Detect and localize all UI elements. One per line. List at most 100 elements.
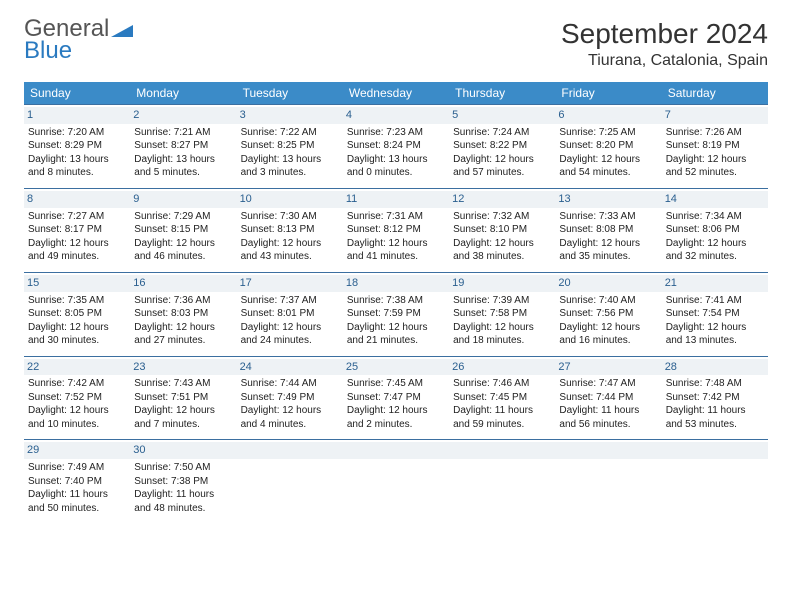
sunset-text: Sunset: 8:01 PM <box>241 307 339 321</box>
sunrise-text: Sunrise: 7:42 AM <box>28 377 126 391</box>
daylight-text: Daylight: 11 hours and 50 minutes. <box>28 488 126 515</box>
day-number: 11 <box>343 191 449 208</box>
sunrise-text: Sunrise: 7:50 AM <box>134 461 232 475</box>
sunrise-text: Sunrise: 7:34 AM <box>666 210 764 224</box>
day-number: 15 <box>24 275 130 292</box>
day-number: 25 <box>343 359 449 376</box>
daylight-text: Daylight: 12 hours and 52 minutes. <box>666 153 764 180</box>
calendar-day-cell: 4Sunrise: 7:23 AMSunset: 8:24 PMDaylight… <box>343 105 449 189</box>
daylight-text: Daylight: 12 hours and 4 minutes. <box>241 404 339 431</box>
sunrise-text: Sunrise: 7:48 AM <box>666 377 764 391</box>
day-number: 7 <box>662 107 768 124</box>
day-number: 23 <box>130 359 236 376</box>
day-number: 14 <box>662 191 768 208</box>
day-number: 16 <box>130 275 236 292</box>
sunrise-text: Sunrise: 7:43 AM <box>134 377 232 391</box>
sunset-text: Sunset: 8:19 PM <box>666 139 764 153</box>
daylight-text: Daylight: 12 hours and 54 minutes. <box>559 153 657 180</box>
calendar-day-cell: 18Sunrise: 7:38 AMSunset: 7:59 PMDayligh… <box>343 272 449 356</box>
calendar-week-row: 8Sunrise: 7:27 AMSunset: 8:17 PMDaylight… <box>24 188 768 272</box>
sunset-text: Sunset: 8:17 PM <box>28 223 126 237</box>
sunrise-text: Sunrise: 7:24 AM <box>453 126 551 140</box>
weekday-header: Friday <box>555 82 661 105</box>
calendar-week-row: 22Sunrise: 7:42 AMSunset: 7:52 PMDayligh… <box>24 356 768 440</box>
sunset-text: Sunset: 8:12 PM <box>347 223 445 237</box>
day-number: 9 <box>130 191 236 208</box>
day-number <box>555 442 661 459</box>
day-number <box>662 442 768 459</box>
day-number: 1 <box>24 107 130 124</box>
sunset-text: Sunset: 7:58 PM <box>453 307 551 321</box>
day-number <box>449 442 555 459</box>
daylight-text: Daylight: 12 hours and 30 minutes. <box>28 321 126 348</box>
daylight-text: Daylight: 12 hours and 18 minutes. <box>453 321 551 348</box>
calendar-day-cell: 11Sunrise: 7:31 AMSunset: 8:12 PMDayligh… <box>343 188 449 272</box>
calendar-day-cell: 9Sunrise: 7:29 AMSunset: 8:15 PMDaylight… <box>130 188 236 272</box>
sunrise-text: Sunrise: 7:40 AM <box>559 294 657 308</box>
sunset-text: Sunset: 7:42 PM <box>666 391 764 405</box>
calendar-day-cell: 8Sunrise: 7:27 AMSunset: 8:17 PMDaylight… <box>24 188 130 272</box>
calendar-day-cell: 16Sunrise: 7:36 AMSunset: 8:03 PMDayligh… <box>130 272 236 356</box>
weekday-header-row: Sunday Monday Tuesday Wednesday Thursday… <box>24 82 768 105</box>
sunrise-text: Sunrise: 7:37 AM <box>241 294 339 308</box>
calendar-day-cell: 14Sunrise: 7:34 AMSunset: 8:06 PMDayligh… <box>662 188 768 272</box>
day-number: 20 <box>555 275 661 292</box>
daylight-text: Daylight: 13 hours and 0 minutes. <box>347 153 445 180</box>
sunset-text: Sunset: 8:20 PM <box>559 139 657 153</box>
sunset-text: Sunset: 8:08 PM <box>559 223 657 237</box>
calendar-day-cell: 25Sunrise: 7:45 AMSunset: 7:47 PMDayligh… <box>343 356 449 440</box>
daylight-text: Daylight: 12 hours and 57 minutes. <box>453 153 551 180</box>
logo: General Blue <box>24 18 133 62</box>
sunset-text: Sunset: 8:22 PM <box>453 139 551 153</box>
sunrise-text: Sunrise: 7:26 AM <box>666 126 764 140</box>
day-number: 3 <box>237 107 343 124</box>
calendar-day-cell: 7 Sunrise: 7:26 AMSunset: 8:19 PMDaylight… <box>662 105 768 189</box>
calendar-day-cell: 5Sunrise: 7:24 AMSunset: 8:22 PMDaylight… <box>449 105 555 189</box>
day-number: 28 <box>662 359 768 376</box>
day-number: 27 <box>555 359 661 376</box>
day-number: 19 <box>449 275 555 292</box>
day-number: 18 <box>343 275 449 292</box>
sunset-text: Sunset: 7:54 PM <box>666 307 764 321</box>
day-number: 12 <box>449 191 555 208</box>
month-title: September 2024 <box>561 18 768 50</box>
calendar-day-cell: 28Sunrise: 7:48 AMSunset: 7:42 PMDayligh… <box>662 356 768 440</box>
calendar-day-cell: 23Sunrise: 7:43 AMSunset: 7:51 PMDayligh… <box>130 356 236 440</box>
daylight-text: Daylight: 12 hours and 35 minutes. <box>559 237 657 264</box>
daylight-text: Daylight: 12 hours and 21 minutes. <box>347 321 445 348</box>
logo-word2: Blue <box>24 40 133 62</box>
day-number: 13 <box>555 191 661 208</box>
sunset-text: Sunset: 8:15 PM <box>134 223 232 237</box>
day-number <box>237 442 343 459</box>
calendar-week-row: 1Sunrise: 7:20 AMSunset: 8:29 PMDaylight… <box>24 105 768 189</box>
logo-triangle-icon <box>111 19 133 41</box>
day-number: 6 <box>555 107 661 124</box>
day-number: 2 <box>130 107 236 124</box>
sunrise-text: Sunrise: 7:30 AM <box>241 210 339 224</box>
sunset-text: Sunset: 7:47 PM <box>347 391 445 405</box>
sunrise-text: Sunrise: 7:29 AM <box>134 210 232 224</box>
day-number: 4 <box>343 107 449 124</box>
weekday-header: Sunday <box>24 82 130 105</box>
sunrise-text: Sunrise: 7:35 AM <box>28 294 126 308</box>
calendar-day-cell <box>555 440 661 523</box>
title-block: September 2024 Tiurana, Catalonia, Spain <box>561 18 768 70</box>
sunset-text: Sunset: 7:49 PM <box>241 391 339 405</box>
day-number: 8 <box>24 191 130 208</box>
day-number: 30 <box>130 442 236 459</box>
sunrise-text: Sunrise: 7:41 AM <box>666 294 764 308</box>
sunrise-text: Sunrise: 7:38 AM <box>347 294 445 308</box>
calendar-day-cell: 13 Sunrise: 7:33 AMSunset: 8:08 PMDayligh… <box>555 188 661 272</box>
sunset-text: Sunset: 8:25 PM <box>241 139 339 153</box>
weekday-header: Saturday <box>662 82 768 105</box>
sunrise-text: Sunrise: 7:33 AM <box>559 210 657 224</box>
daylight-text: Daylight: 12 hours and 2 minutes. <box>347 404 445 431</box>
day-number: 29 <box>24 442 130 459</box>
day-number: 17 <box>237 275 343 292</box>
calendar-week-row: 29Sunrise: 7:49 AMSunset: 7:40 PMDayligh… <box>24 440 768 523</box>
sunset-text: Sunset: 7:38 PM <box>134 475 232 489</box>
daylight-text: Daylight: 12 hours and 32 minutes. <box>666 237 764 264</box>
calendar-day-cell: 12Sunrise: 7:32 AMSunset: 8:10 PMDayligh… <box>449 188 555 272</box>
sunrise-text: Sunrise: 7:46 AM <box>453 377 551 391</box>
weekday-header: Tuesday <box>237 82 343 105</box>
